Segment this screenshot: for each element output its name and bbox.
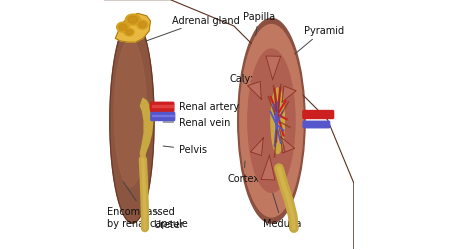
Text: Medulla: Medulla (263, 184, 301, 228)
Text: Cortex: Cortex (228, 161, 260, 184)
FancyBboxPatch shape (303, 111, 333, 119)
Ellipse shape (150, 104, 156, 112)
Text: Pyramid: Pyramid (295, 26, 344, 55)
Text: Papilla: Papilla (243, 12, 275, 36)
Ellipse shape (238, 19, 305, 223)
FancyBboxPatch shape (151, 103, 174, 112)
Text: Ureter: Ureter (153, 210, 184, 230)
Text: Renal artery: Renal artery (163, 101, 240, 111)
Text: Adrenal gland: Adrenal gland (146, 16, 240, 42)
Text: Pelvis: Pelvis (163, 145, 207, 155)
Ellipse shape (114, 40, 147, 187)
Text: Renal vein: Renal vein (163, 118, 230, 128)
Ellipse shape (124, 29, 134, 37)
Polygon shape (115, 14, 150, 43)
FancyBboxPatch shape (151, 113, 174, 121)
Ellipse shape (248, 50, 295, 193)
Ellipse shape (117, 23, 129, 33)
Ellipse shape (128, 17, 138, 24)
Polygon shape (281, 138, 294, 154)
Ellipse shape (126, 30, 132, 36)
Ellipse shape (240, 26, 303, 217)
Polygon shape (282, 86, 296, 102)
Polygon shape (141, 99, 153, 161)
Polygon shape (251, 138, 263, 156)
Polygon shape (266, 57, 281, 80)
Polygon shape (248, 82, 262, 100)
Ellipse shape (137, 21, 148, 30)
Polygon shape (261, 156, 275, 180)
Ellipse shape (271, 89, 284, 154)
Text: Calyx: Calyx (229, 74, 256, 84)
Ellipse shape (139, 23, 146, 28)
Text: Encompassed
by renal capsule: Encompassed by renal capsule (107, 182, 187, 228)
Ellipse shape (119, 25, 127, 31)
FancyBboxPatch shape (303, 122, 330, 128)
Ellipse shape (125, 15, 141, 26)
Polygon shape (110, 19, 154, 223)
